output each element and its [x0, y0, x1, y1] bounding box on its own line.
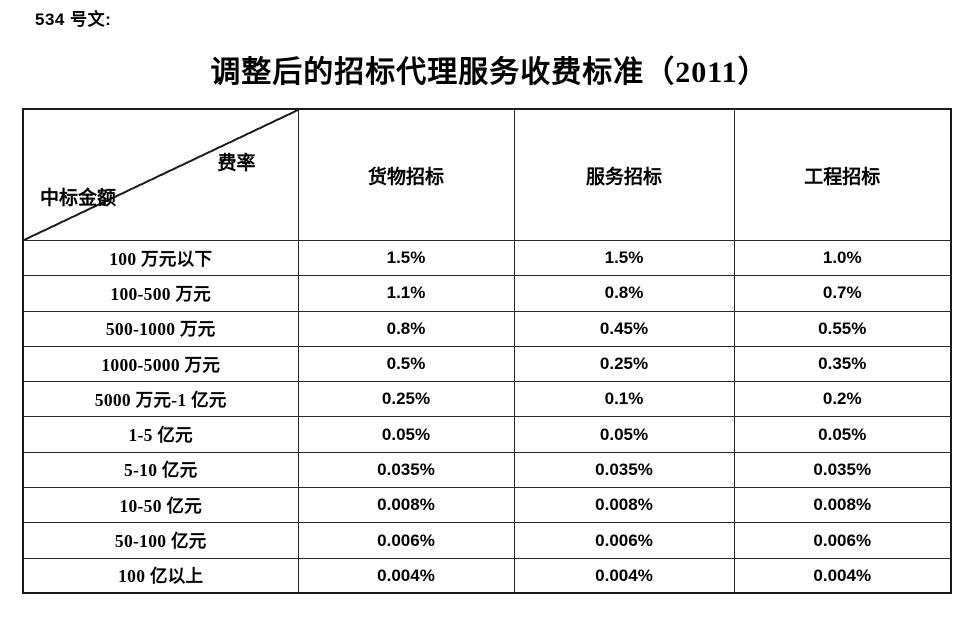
- table-body: 100 万元以下 1.5% 1.5% 1.0% 100-500 万元 1.1% …: [22, 239, 952, 594]
- rate-cell: 0.05%: [297, 416, 515, 453]
- table-row: 10-50 亿元 0.008% 0.008% 0.008%: [22, 487, 952, 524]
- table-row: 100 万元以下 1.5% 1.5% 1.0%: [22, 239, 952, 277]
- rate-cell: 0.35%: [733, 345, 952, 383]
- rate-cell: 0.006%: [733, 522, 952, 559]
- amount-cell: 100-500 万元: [22, 275, 299, 312]
- doc-number-label: 534 号文:: [35, 10, 112, 29]
- rate-cell: 1.5%: [513, 239, 735, 277]
- header-row: 费率 中标金额 货物招标 服务招标 工程招标: [22, 108, 952, 241]
- page-title: 调整后的招标代理服务收费标准（2011）: [210, 56, 769, 89]
- table-row: 100-500 万元 1.1% 0.8% 0.7%: [22, 275, 952, 312]
- amount-cell: 500-1000 万元: [22, 310, 299, 347]
- rate-cell: 0.2%: [733, 381, 952, 418]
- rate-cell: 0.05%: [733, 416, 952, 453]
- rate-cell: 0.004%: [297, 557, 515, 594]
- table-corner-cell: 费率 中标金额: [22, 108, 299, 241]
- table-header: 费率 中标金额 货物招标 服务招标 工程招标: [22, 108, 952, 241]
- rate-cell: 0.006%: [297, 522, 515, 559]
- rate-cell: 0.004%: [513, 557, 735, 594]
- table-row: 5000 万元-1 亿元 0.25% 0.1% 0.2%: [22, 381, 952, 418]
- amount-cell: 100 亿以上: [22, 557, 299, 594]
- rate-cell: 0.004%: [733, 557, 952, 594]
- rate-cell: 0.45%: [513, 310, 735, 347]
- table-row: 1-5 亿元 0.05% 0.05% 0.05%: [22, 416, 952, 453]
- rate-cell: 0.5%: [297, 345, 515, 383]
- table-row: 1000-5000 万元 0.5% 0.25% 0.35%: [22, 345, 952, 383]
- rate-cell: 0.05%: [513, 416, 735, 453]
- table-row: 500-1000 万元 0.8% 0.45% 0.55%: [22, 310, 952, 347]
- column-header-goods: 货物招标: [297, 108, 515, 241]
- amount-cell: 5-10 亿元: [22, 451, 299, 489]
- rate-cell: 0.8%: [513, 275, 735, 312]
- rate-cell: 0.25%: [513, 345, 735, 383]
- amount-cell: 5000 万元-1 亿元: [22, 381, 299, 418]
- amount-cell: 1-5 亿元: [22, 416, 299, 453]
- fee-rate-table: 费率 中标金额 货物招标 服务招标 工程招标 100 万元以下 1.5% 1.5…: [22, 108, 952, 595]
- corner-label-rate: 费率: [217, 153, 256, 174]
- rate-cell: 1.1%: [297, 275, 515, 312]
- rate-cell: 0.008%: [297, 487, 515, 524]
- column-header-engineering: 工程招标: [733, 108, 952, 241]
- rate-cell: 0.008%: [513, 487, 735, 524]
- rate-cell: 0.8%: [297, 310, 515, 347]
- rate-cell: 0.1%: [513, 381, 735, 418]
- rate-cell: 0.035%: [733, 451, 952, 489]
- rate-cell: 0.7%: [733, 275, 952, 312]
- table-row: 50-100 亿元 0.006% 0.006% 0.006%: [22, 522, 952, 559]
- table-row: 100 亿以上 0.004% 0.004% 0.004%: [22, 557, 952, 594]
- rate-cell: 0.25%: [297, 381, 515, 418]
- amount-cell: 1000-5000 万元: [22, 345, 299, 383]
- corner-label-amount: 中标金额: [40, 188, 117, 209]
- amount-cell: 10-50 亿元: [22, 487, 299, 524]
- rate-cell: 0.008%: [733, 487, 952, 524]
- rate-cell: 0.035%: [513, 451, 735, 489]
- rate-cell: 1.0%: [733, 239, 952, 277]
- table-row: 5-10 亿元 0.035% 0.035% 0.035%: [22, 451, 952, 489]
- column-header-services: 服务招标: [513, 108, 735, 241]
- rate-cell: 0.55%: [733, 310, 952, 347]
- rate-cell: 1.5%: [297, 239, 515, 277]
- rate-cell: 0.006%: [513, 522, 735, 559]
- amount-cell: 100 万元以下: [22, 239, 299, 277]
- rate-cell: 0.035%: [297, 451, 515, 489]
- amount-cell: 50-100 亿元: [22, 522, 299, 559]
